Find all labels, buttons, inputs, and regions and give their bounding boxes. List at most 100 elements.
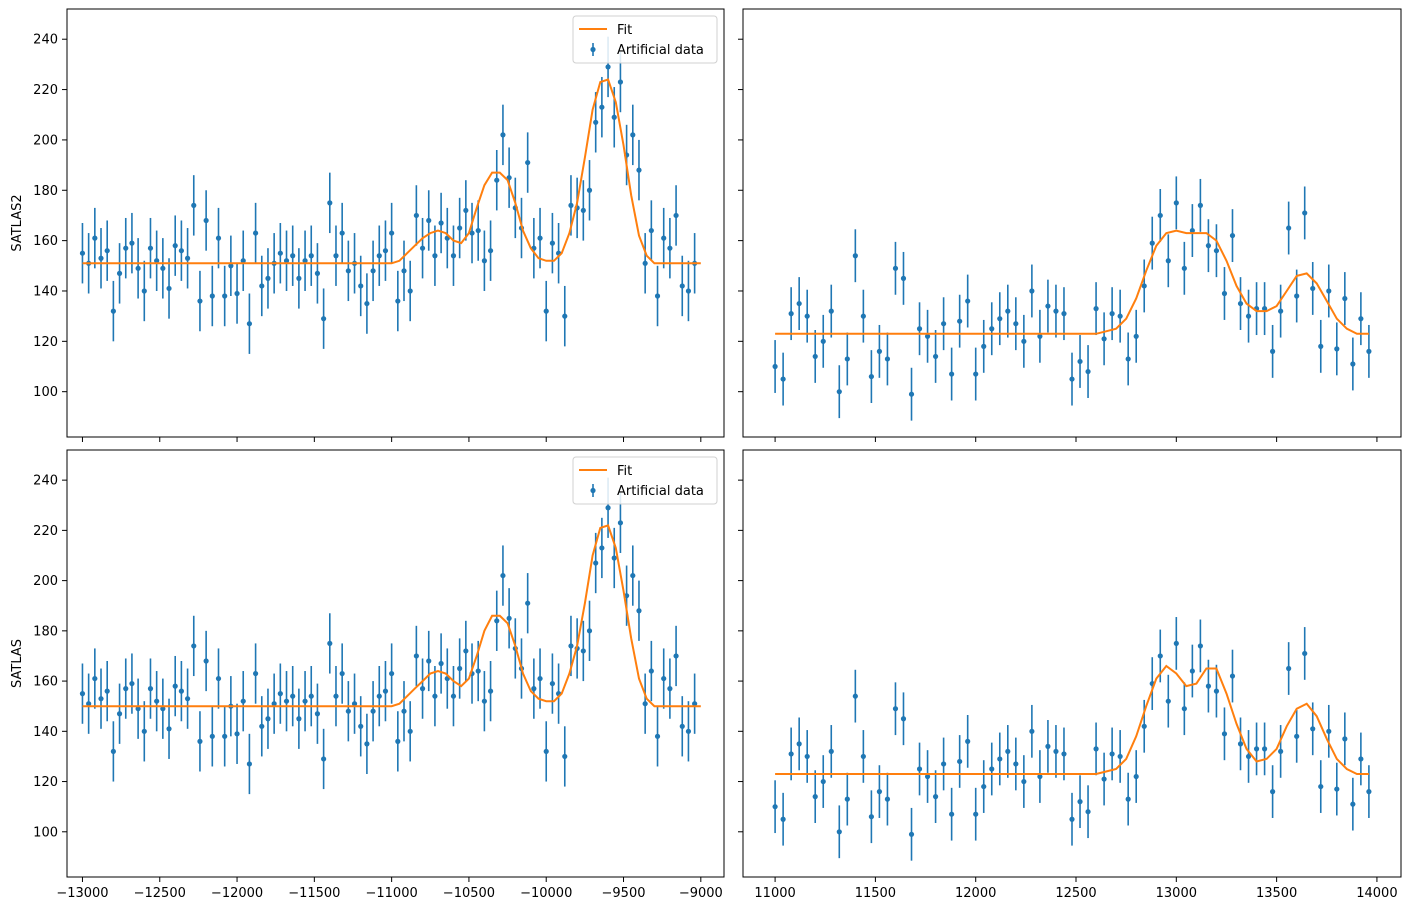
y-tick-label: 100 xyxy=(33,825,58,840)
data-point xyxy=(345,708,351,714)
data-point xyxy=(1069,816,1075,822)
data-point xyxy=(1021,338,1027,344)
data-point xyxy=(1061,751,1067,757)
data-point xyxy=(780,376,786,382)
data-point xyxy=(1013,761,1019,767)
data-point xyxy=(1350,361,1356,367)
data-point xyxy=(215,675,222,682)
data-point xyxy=(1326,728,1332,734)
x-tick-label: 14000 xyxy=(1356,886,1397,901)
data-point xyxy=(868,814,874,820)
data-point xyxy=(1366,348,1372,354)
data-point xyxy=(327,200,333,206)
data-point xyxy=(481,698,487,704)
data-point xyxy=(314,711,321,717)
data-point xyxy=(135,706,141,712)
data-point xyxy=(240,258,246,264)
data-point xyxy=(1270,348,1276,354)
data-point xyxy=(389,670,395,677)
data-point xyxy=(852,253,858,259)
data-point xyxy=(916,326,923,332)
data-point xyxy=(654,733,661,739)
data-point xyxy=(351,701,358,707)
data-point xyxy=(1053,748,1059,755)
data-point xyxy=(1013,321,1019,327)
y-tick-label: 180 xyxy=(33,624,58,639)
data-point xyxy=(154,258,160,264)
data-point xyxy=(1037,773,1043,780)
data-point xyxy=(673,653,679,659)
data-point xyxy=(413,653,419,659)
data-point xyxy=(1117,753,1123,760)
data-point xyxy=(1061,311,1067,317)
data-point xyxy=(1093,746,1099,752)
y-tick-label: 220 xyxy=(33,524,58,539)
data-point xyxy=(500,572,506,579)
x-tick-label: 12500 xyxy=(1055,886,1096,901)
data-point xyxy=(321,316,327,322)
data-point xyxy=(1165,258,1171,264)
y-tick-label: 120 xyxy=(33,335,58,350)
data-point xyxy=(543,748,549,755)
data-point xyxy=(265,275,271,281)
data-point xyxy=(283,698,290,704)
data-point xyxy=(1021,778,1027,785)
data-point xyxy=(611,555,617,561)
data-point xyxy=(333,253,339,259)
data-point xyxy=(487,688,494,694)
data-point xyxy=(184,255,191,261)
data-point xyxy=(104,248,110,254)
data-point xyxy=(296,275,302,281)
data-point xyxy=(543,308,549,314)
x-tick-label: −10000 xyxy=(520,886,572,901)
data-point xyxy=(630,572,636,579)
data-point xyxy=(820,778,826,785)
data-point xyxy=(191,202,197,208)
data-point xyxy=(667,245,673,251)
data-point xyxy=(654,293,661,299)
data-point xyxy=(475,668,481,674)
data-point xyxy=(844,796,850,802)
data-point xyxy=(812,353,818,360)
data-point xyxy=(110,748,116,755)
data-point xyxy=(370,268,376,274)
data-point xyxy=(450,693,457,699)
panel-bottom-left: −13000 −12500 −12000 −11500 −11000 −10500 −100… xyxy=(10,449,725,901)
data-point xyxy=(1245,753,1252,760)
data-point xyxy=(457,225,463,231)
data-point xyxy=(271,701,277,707)
data-point xyxy=(92,235,98,241)
y-tick-label: 160 xyxy=(33,234,58,249)
data-point xyxy=(129,680,135,687)
data-point xyxy=(1189,227,1195,234)
data-point xyxy=(1157,653,1163,659)
data-point xyxy=(290,253,296,259)
x-tick-label: 13000 xyxy=(1156,886,1197,901)
data-point xyxy=(617,79,624,85)
data-point xyxy=(884,796,891,802)
data-point xyxy=(537,675,543,682)
data-point xyxy=(203,217,209,224)
panel-top-left: 100 120 140 160 180 200 220 240 SATLAS2 Fit Artifi… xyxy=(10,8,725,442)
data-point xyxy=(426,217,432,224)
x-tick-label: −10500 xyxy=(443,886,495,901)
data-point xyxy=(593,560,599,566)
data-point xyxy=(296,716,302,722)
data-point xyxy=(463,648,469,654)
data-point xyxy=(463,207,469,214)
data-point xyxy=(876,348,883,354)
data-point xyxy=(110,308,116,314)
data-point xyxy=(494,618,500,624)
data-point xyxy=(500,132,506,138)
data-point xyxy=(1037,333,1043,339)
data-point xyxy=(79,691,86,697)
data-point xyxy=(401,708,407,714)
data-point xyxy=(876,789,883,795)
data-point xyxy=(780,816,786,822)
series-artificial-data xyxy=(79,36,698,354)
data-point xyxy=(252,670,259,677)
data-point xyxy=(531,686,537,692)
data-point xyxy=(884,356,891,362)
data-point xyxy=(1077,799,1083,805)
data-point xyxy=(630,132,636,138)
